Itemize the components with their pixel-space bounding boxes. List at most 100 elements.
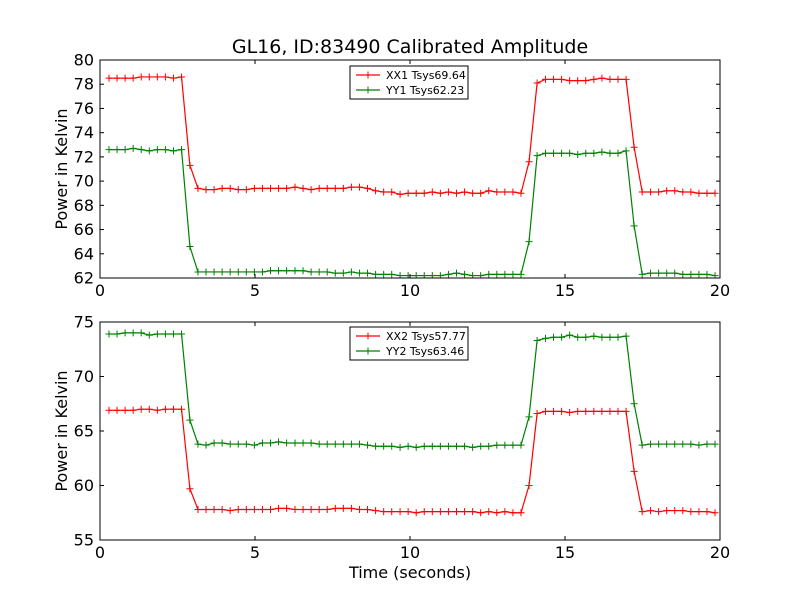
data-point [161,330,169,338]
data-point [178,330,186,338]
y-tick-label: 66 [74,220,94,239]
data-point [218,439,226,447]
data-point [598,333,606,341]
data-point [541,149,549,157]
legend-box [349,326,469,361]
data-point [105,330,113,338]
data-point [364,441,372,449]
data-point [436,508,444,516]
data-point [380,508,388,516]
data-point [622,75,630,83]
y-tick-label: 55 [74,531,94,550]
data-point [364,269,372,277]
legend-marker [364,86,372,94]
data-point [436,189,444,197]
data-point [169,330,177,338]
data-point [444,442,452,450]
data-point [501,508,509,516]
data-point [485,442,493,450]
data-point [525,413,533,421]
data-point [339,184,347,192]
series-line [108,147,716,277]
data-point [671,440,679,448]
data-point [630,467,638,475]
data-point [355,440,363,448]
data-point [517,270,525,278]
data-point [444,508,452,516]
data-point [453,189,460,197]
data-point [129,406,137,414]
data-point [331,184,339,192]
data-point [380,442,388,450]
data-point [461,270,469,278]
data-point [453,442,460,450]
x-tick-label: 15 [555,543,575,562]
data-point [388,270,396,278]
data-point [420,508,428,516]
data-point [412,509,420,517]
data-point [477,189,485,197]
data-point [202,186,210,194]
data-point [194,184,202,192]
data-point [671,187,679,195]
data-point [630,143,638,151]
data-point [444,188,452,196]
y-tick-label: 70 [74,172,94,191]
data-point [339,504,347,512]
x-tick-label: 10 [400,281,420,300]
x-tick-label: 5 [250,281,260,300]
data-point [558,333,566,341]
data-point [242,268,250,276]
y-tick-label: 72 [74,147,94,166]
data-point [137,329,145,337]
data-point [291,439,299,447]
data-point [186,485,194,493]
data-point [299,505,307,513]
data-point [574,333,582,341]
data-point [372,187,380,195]
data-point [533,337,541,345]
data-point [331,269,339,277]
data-point [250,184,258,192]
data-point [234,440,242,448]
x-axis-label: Time (seconds) [348,563,471,582]
top-subplot: 0 5 10 15 20 62 64 66 68 70 72 74 76 78 80 Power in Kel… [52,51,730,301]
data-point [315,268,323,276]
data-point [606,149,614,157]
data-point [420,442,428,450]
data-point [695,270,703,278]
data-point [493,441,501,449]
data-point [477,442,485,450]
data-point [121,146,129,154]
data-point [299,439,307,447]
data-point [663,507,671,515]
data-point [444,270,452,278]
series-green [105,329,719,451]
data-point [283,267,291,275]
data-point [178,146,186,154]
data-point [194,440,202,448]
data-point [396,443,404,451]
data-point [590,407,598,415]
data-point [566,331,574,339]
data-point [178,73,186,81]
data-point [105,74,113,82]
data-point [129,74,137,82]
data-point [485,270,493,278]
data-point [331,440,339,448]
data-point [663,440,671,448]
data-point [622,407,630,415]
data-point [234,186,242,194]
data-point [509,441,517,449]
series-red [105,73,719,198]
data-point [380,270,388,278]
data-point [323,440,331,448]
data-point [679,270,687,278]
data-point [558,149,566,157]
data-point [582,407,590,415]
data-point [655,188,663,196]
data-point [566,149,574,157]
data-point [541,75,549,83]
data-point [663,269,671,277]
data-point [137,146,145,154]
